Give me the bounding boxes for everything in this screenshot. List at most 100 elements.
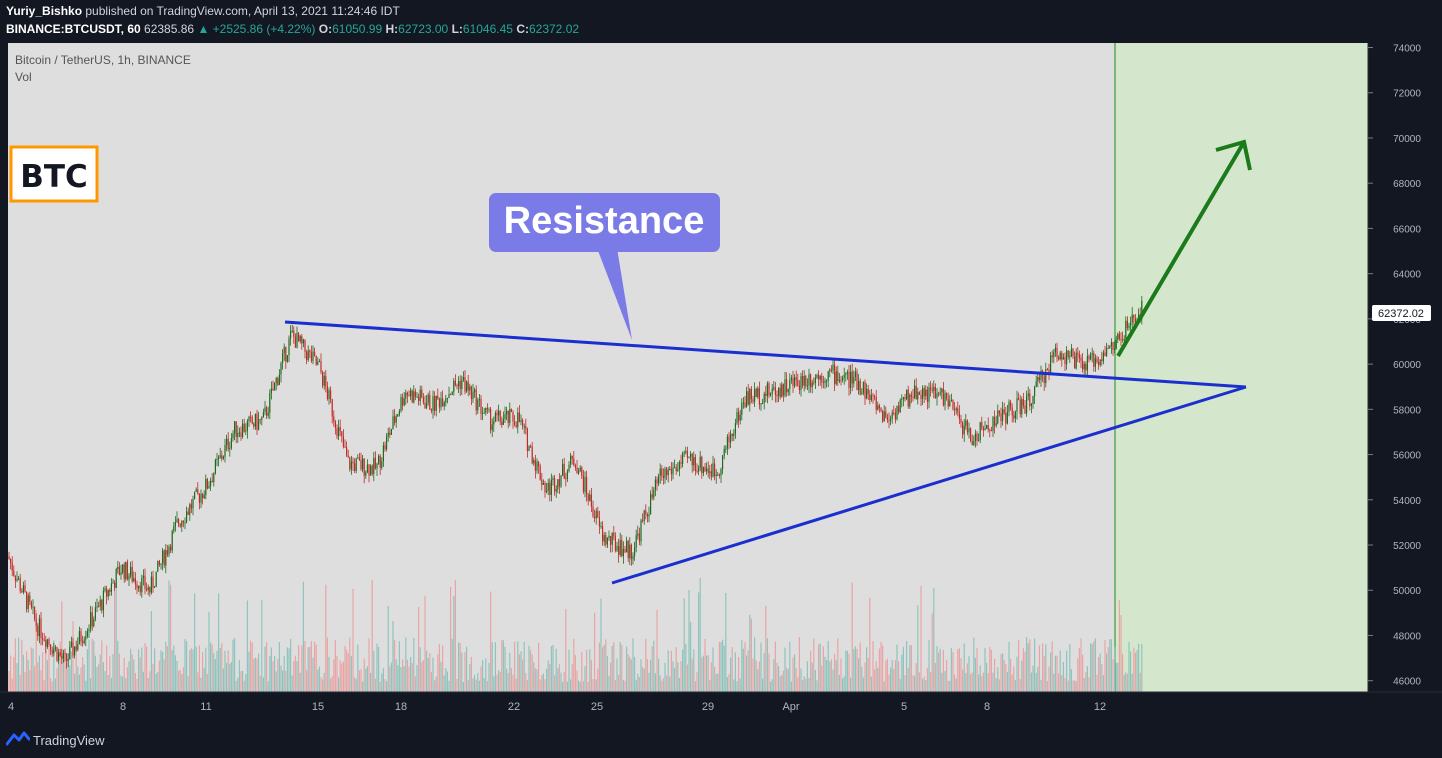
volume-bar: [1118, 600, 1120, 692]
volume-bar: [645, 638, 647, 692]
volume-bar: [720, 642, 722, 692]
volume-bar: [1011, 674, 1013, 692]
candle-body: [584, 477, 586, 492]
btc-badge[interactable]: BTC: [9, 145, 99, 203]
candle-body: [741, 403, 743, 415]
volume-bar: [77, 666, 79, 692]
volume-bar: [925, 680, 927, 692]
volume-bar: [419, 647, 421, 692]
volume-bar: [482, 660, 484, 692]
author-name[interactable]: Yuriy_Bishko: [6, 4, 83, 18]
candle-body: [104, 588, 106, 591]
candle-body: [510, 409, 512, 413]
volume-bar: [522, 659, 524, 692]
volume-bar: [880, 641, 882, 692]
volume-bar: [18, 637, 20, 692]
volume-bar: [690, 621, 692, 692]
candle-body: [139, 585, 141, 593]
candle-body: [590, 494, 592, 507]
candle-body: [336, 428, 338, 437]
volume-bar: [757, 669, 759, 692]
volume-bar: [174, 655, 176, 692]
volume-bar: [29, 670, 31, 692]
volume-bar: [509, 652, 511, 692]
candle-body: [931, 389, 933, 391]
volume-bar: [642, 667, 644, 692]
volume-bar: [14, 638, 16, 692]
volume-bar: [1080, 638, 1082, 692]
volume-bar: [373, 650, 375, 692]
volume-bar: [346, 649, 348, 692]
volume-bar: [499, 671, 501, 692]
volume-bar: [133, 659, 135, 692]
candle-body: [1053, 352, 1055, 358]
volume-bar: [1109, 639, 1111, 692]
tradingview-brand[interactable]: TradingView: [33, 733, 105, 748]
volume-bar: [26, 651, 28, 692]
volume-bar: [898, 661, 900, 692]
tradingview-logo-icon[interactable]: [6, 730, 30, 748]
candle-body: [290, 331, 292, 339]
volume-bar: [1122, 653, 1124, 692]
volume-bar: [205, 647, 207, 692]
volume-bar: [538, 642, 540, 692]
volume-bar: [162, 652, 164, 692]
candle-body: [128, 575, 130, 580]
candle-body: [211, 480, 213, 482]
volume-bar: [323, 672, 325, 692]
candle-body: [474, 389, 476, 392]
candle-body: [1090, 354, 1092, 360]
candle-body: [910, 394, 912, 397]
candle-body: [110, 583, 112, 592]
volume-bar: [371, 579, 373, 692]
candle-body: [829, 369, 831, 372]
volume-bar: [320, 677, 322, 692]
volume-bar: [56, 668, 58, 692]
volume-bar: [574, 654, 576, 692]
candle-body: [421, 389, 423, 398]
candle-body: [286, 355, 288, 362]
volume-bar: [802, 679, 804, 692]
candle-body: [947, 398, 949, 407]
volume-bar: [653, 640, 655, 692]
candle-body: [870, 395, 872, 401]
candle-body: [1086, 356, 1088, 371]
candle-body: [800, 376, 802, 391]
volume-bar: [725, 592, 727, 692]
candle-body: [1032, 396, 1034, 405]
candle-body: [523, 426, 525, 428]
volume-bar: [661, 680, 663, 692]
candle-body: [206, 478, 208, 489]
volume-bar: [821, 665, 823, 692]
volume-bar: [53, 640, 55, 692]
volume-bar: [1046, 681, 1048, 692]
candle-body: [768, 383, 770, 396]
volume-bar: [1051, 641, 1053, 692]
footer: [0, 726, 1442, 758]
resistance-callout[interactable]: Resistance: [489, 193, 720, 340]
volume-bar: [728, 674, 730, 692]
volume-bar: [1067, 680, 1069, 692]
volume-bar: [1056, 655, 1058, 692]
candle-body: [766, 383, 768, 396]
volume-bar: [107, 674, 109, 692]
volume-bar: [130, 648, 132, 692]
volume-bar: [1042, 643, 1044, 692]
volume-bar: [501, 639, 503, 692]
volume-bar: [786, 667, 788, 692]
candle-body: [232, 433, 234, 439]
volume-bar: [707, 655, 709, 692]
volume-bar: [298, 645, 300, 692]
candle-body: [416, 396, 418, 398]
candle-body: [266, 407, 268, 416]
candle-body: [32, 606, 34, 608]
volume-bar: [1104, 640, 1106, 692]
candle-body: [293, 330, 295, 337]
candle-body: [251, 416, 253, 424]
candle-body: [637, 533, 639, 536]
price-chart[interactable]: Resistance BTC Bitcoin / TetherUS, 1h, B…: [0, 0, 1442, 726]
candle-body: [267, 412, 269, 416]
volume-bar: [914, 675, 916, 692]
volume-bar: [648, 672, 650, 692]
candle-body: [274, 382, 276, 391]
